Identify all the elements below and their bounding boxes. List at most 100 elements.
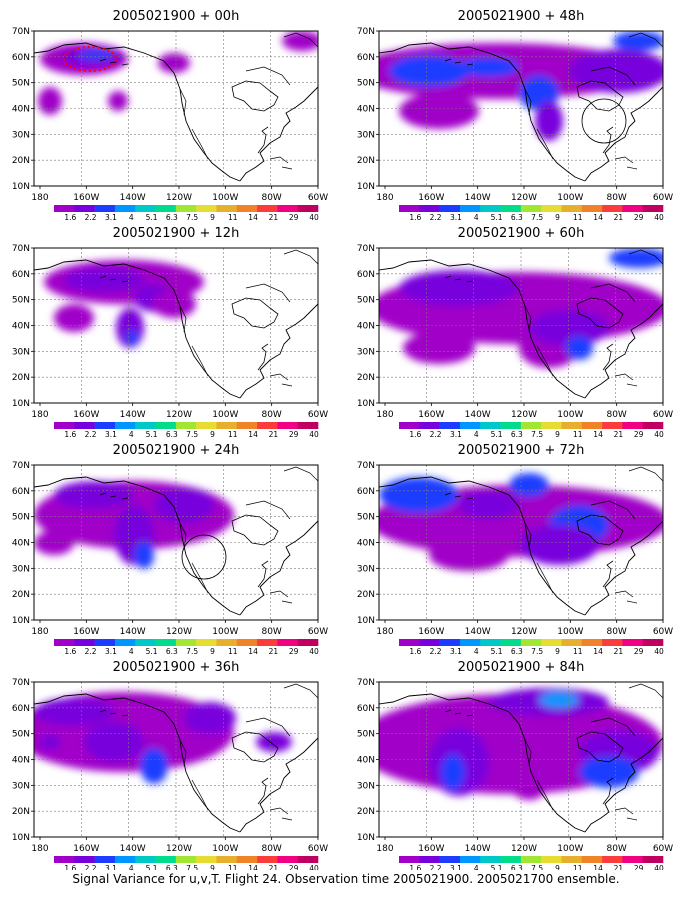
- colorbar-swatch: [500, 422, 522, 429]
- colorbar-swatch: [642, 205, 664, 212]
- lon-tick-label: 140W: [120, 193, 146, 203]
- lon-tick-label: 80W: [261, 627, 281, 637]
- lon-tick-label: 160W: [418, 410, 444, 420]
- panel-title: 2005021900 + 12h: [113, 226, 240, 241]
- lon-tick-label: 140W: [465, 844, 491, 854]
- colorbar-swatch: [74, 422, 95, 429]
- colorbar-swatch: [602, 422, 623, 429]
- colorbar-label: 21: [614, 430, 624, 439]
- variance-contour: [40, 734, 60, 750]
- lat-tick-label: 60N: [357, 487, 375, 497]
- lon-tick-label: 160W: [73, 193, 99, 203]
- lon-tick-label: 100W: [212, 193, 238, 203]
- variance-contour: [78, 50, 114, 60]
- variance-contour: [84, 722, 144, 762]
- variance-field: [34, 248, 318, 403]
- colorbar-label: 6.3: [166, 864, 178, 870]
- lat-tick-label: 20N: [357, 807, 375, 817]
- colorbar-label: 11: [228, 213, 238, 222]
- lat-tick-label: 20N: [357, 156, 375, 166]
- lon-tick-label: 160W: [418, 627, 444, 637]
- lat-tick-label: 30N: [357, 130, 375, 140]
- lon-tick-label: 160W: [418, 844, 444, 854]
- colorbar-swatch: [399, 205, 420, 212]
- variance-contour: [184, 702, 236, 734]
- colorbar-swatch: [500, 856, 522, 863]
- lat-tick-label: 60N: [357, 270, 375, 280]
- colorbar-label: 2.2: [85, 430, 97, 439]
- colorbar-swatch: [196, 856, 217, 863]
- colorbar-label: 5.1: [146, 213, 158, 222]
- colorbar-swatch: [541, 422, 562, 429]
- lat-tick-label: 50N: [12, 79, 30, 89]
- colorbar-label: 29: [634, 213, 644, 222]
- colorbar: 1.6 2.2 3.1 4 5.1 6.3 7.5 9 11 14 21 29 40: [399, 205, 664, 222]
- panel-title: 2005021900 + 00h: [113, 9, 240, 24]
- variance-contour: [389, 55, 469, 87]
- lon-tick-label: 100W: [557, 844, 583, 854]
- colorbar-swatch: [602, 639, 623, 646]
- lat-tick-label: 60N: [12, 487, 30, 497]
- colorbar-label: 21: [269, 213, 279, 222]
- colorbar-swatch: [155, 639, 177, 646]
- lon-tick-label: 160W: [73, 627, 99, 637]
- variance-contour: [459, 491, 519, 519]
- lon-tick-label: 160W: [73, 844, 99, 854]
- panel-title: 2005021900 + 48h: [458, 9, 585, 24]
- colorbar-swatch: [480, 205, 501, 212]
- colorbar-label: 4: [474, 647, 479, 656]
- colorbar-label: 40: [654, 864, 664, 870]
- colorbar-swatch: [135, 422, 156, 429]
- flight-track-marker: [63, 46, 117, 72]
- colorbar-swatch: [216, 205, 238, 212]
- lat-tick-label: 70N: [357, 27, 375, 37]
- colorbar-swatch: [622, 856, 643, 863]
- colorbar-swatch: [94, 422, 116, 429]
- colorbar: 1.6 2.2 3.1 4 5.1 6.3 7.5 9 11 14 21 29 40: [399, 856, 664, 870]
- lat-tick-label: 40N: [12, 539, 30, 549]
- colorbar-swatch: [297, 856, 319, 863]
- variance-contour: [54, 304, 94, 332]
- colorbar-swatch: [155, 856, 177, 863]
- lat-tick-label: 60N: [12, 704, 30, 714]
- lat-tick-label: 60N: [357, 53, 375, 63]
- variance-field: [34, 31, 318, 186]
- colorbar-label: 21: [614, 864, 624, 870]
- lon-tick-label: 60W: [653, 627, 673, 637]
- lon-tick-label: 120W: [166, 627, 192, 637]
- colorbar-swatch: [480, 856, 501, 863]
- lat-tick-label: 40N: [12, 105, 30, 115]
- variance-contour: [459, 57, 519, 77]
- target-circle: [581, 98, 627, 144]
- lon-tick-label: 60W: [308, 844, 328, 854]
- lon-tick-label: 100W: [557, 410, 583, 420]
- colorbar-label: 40: [309, 647, 319, 656]
- lon-tick-label: 140W: [465, 627, 491, 637]
- lon-tick-label: 180: [376, 193, 393, 203]
- colorbar-label: 7.5: [186, 213, 198, 222]
- lon-tick-label: 60W: [653, 193, 673, 203]
- lat-tick-label: 60N: [12, 270, 30, 280]
- colorbar-label: 5.1: [491, 430, 503, 439]
- panel-title: 2005021900 + 36h: [113, 660, 240, 675]
- colorbar-label: 3.1: [105, 430, 117, 439]
- lon-tick-label: 160W: [418, 193, 444, 203]
- lon-tick-label: 180: [31, 627, 48, 637]
- colorbar-label: 7.5: [186, 864, 198, 870]
- colorbar-label: 29: [289, 864, 299, 870]
- lon-tick-label: 60W: [308, 627, 328, 637]
- colorbar-label: 40: [654, 647, 664, 656]
- colorbar-swatch: [155, 422, 177, 429]
- lat-tick-label: 40N: [357, 322, 375, 332]
- lon-tick-label: 180: [31, 844, 48, 854]
- colorbar-swatch: [480, 422, 501, 429]
- colorbar-label: 40: [654, 213, 664, 222]
- lat-tick-label: 10N: [357, 616, 375, 626]
- colorbar-swatch: [520, 639, 542, 646]
- lon-tick-label: 140W: [465, 193, 491, 203]
- colorbar-swatch: [216, 856, 238, 863]
- colorbar-swatch: [520, 856, 542, 863]
- lat-tick-label: 10N: [357, 399, 375, 409]
- colorbar-swatch: [196, 205, 217, 212]
- colorbar-label: 1.6: [409, 430, 421, 439]
